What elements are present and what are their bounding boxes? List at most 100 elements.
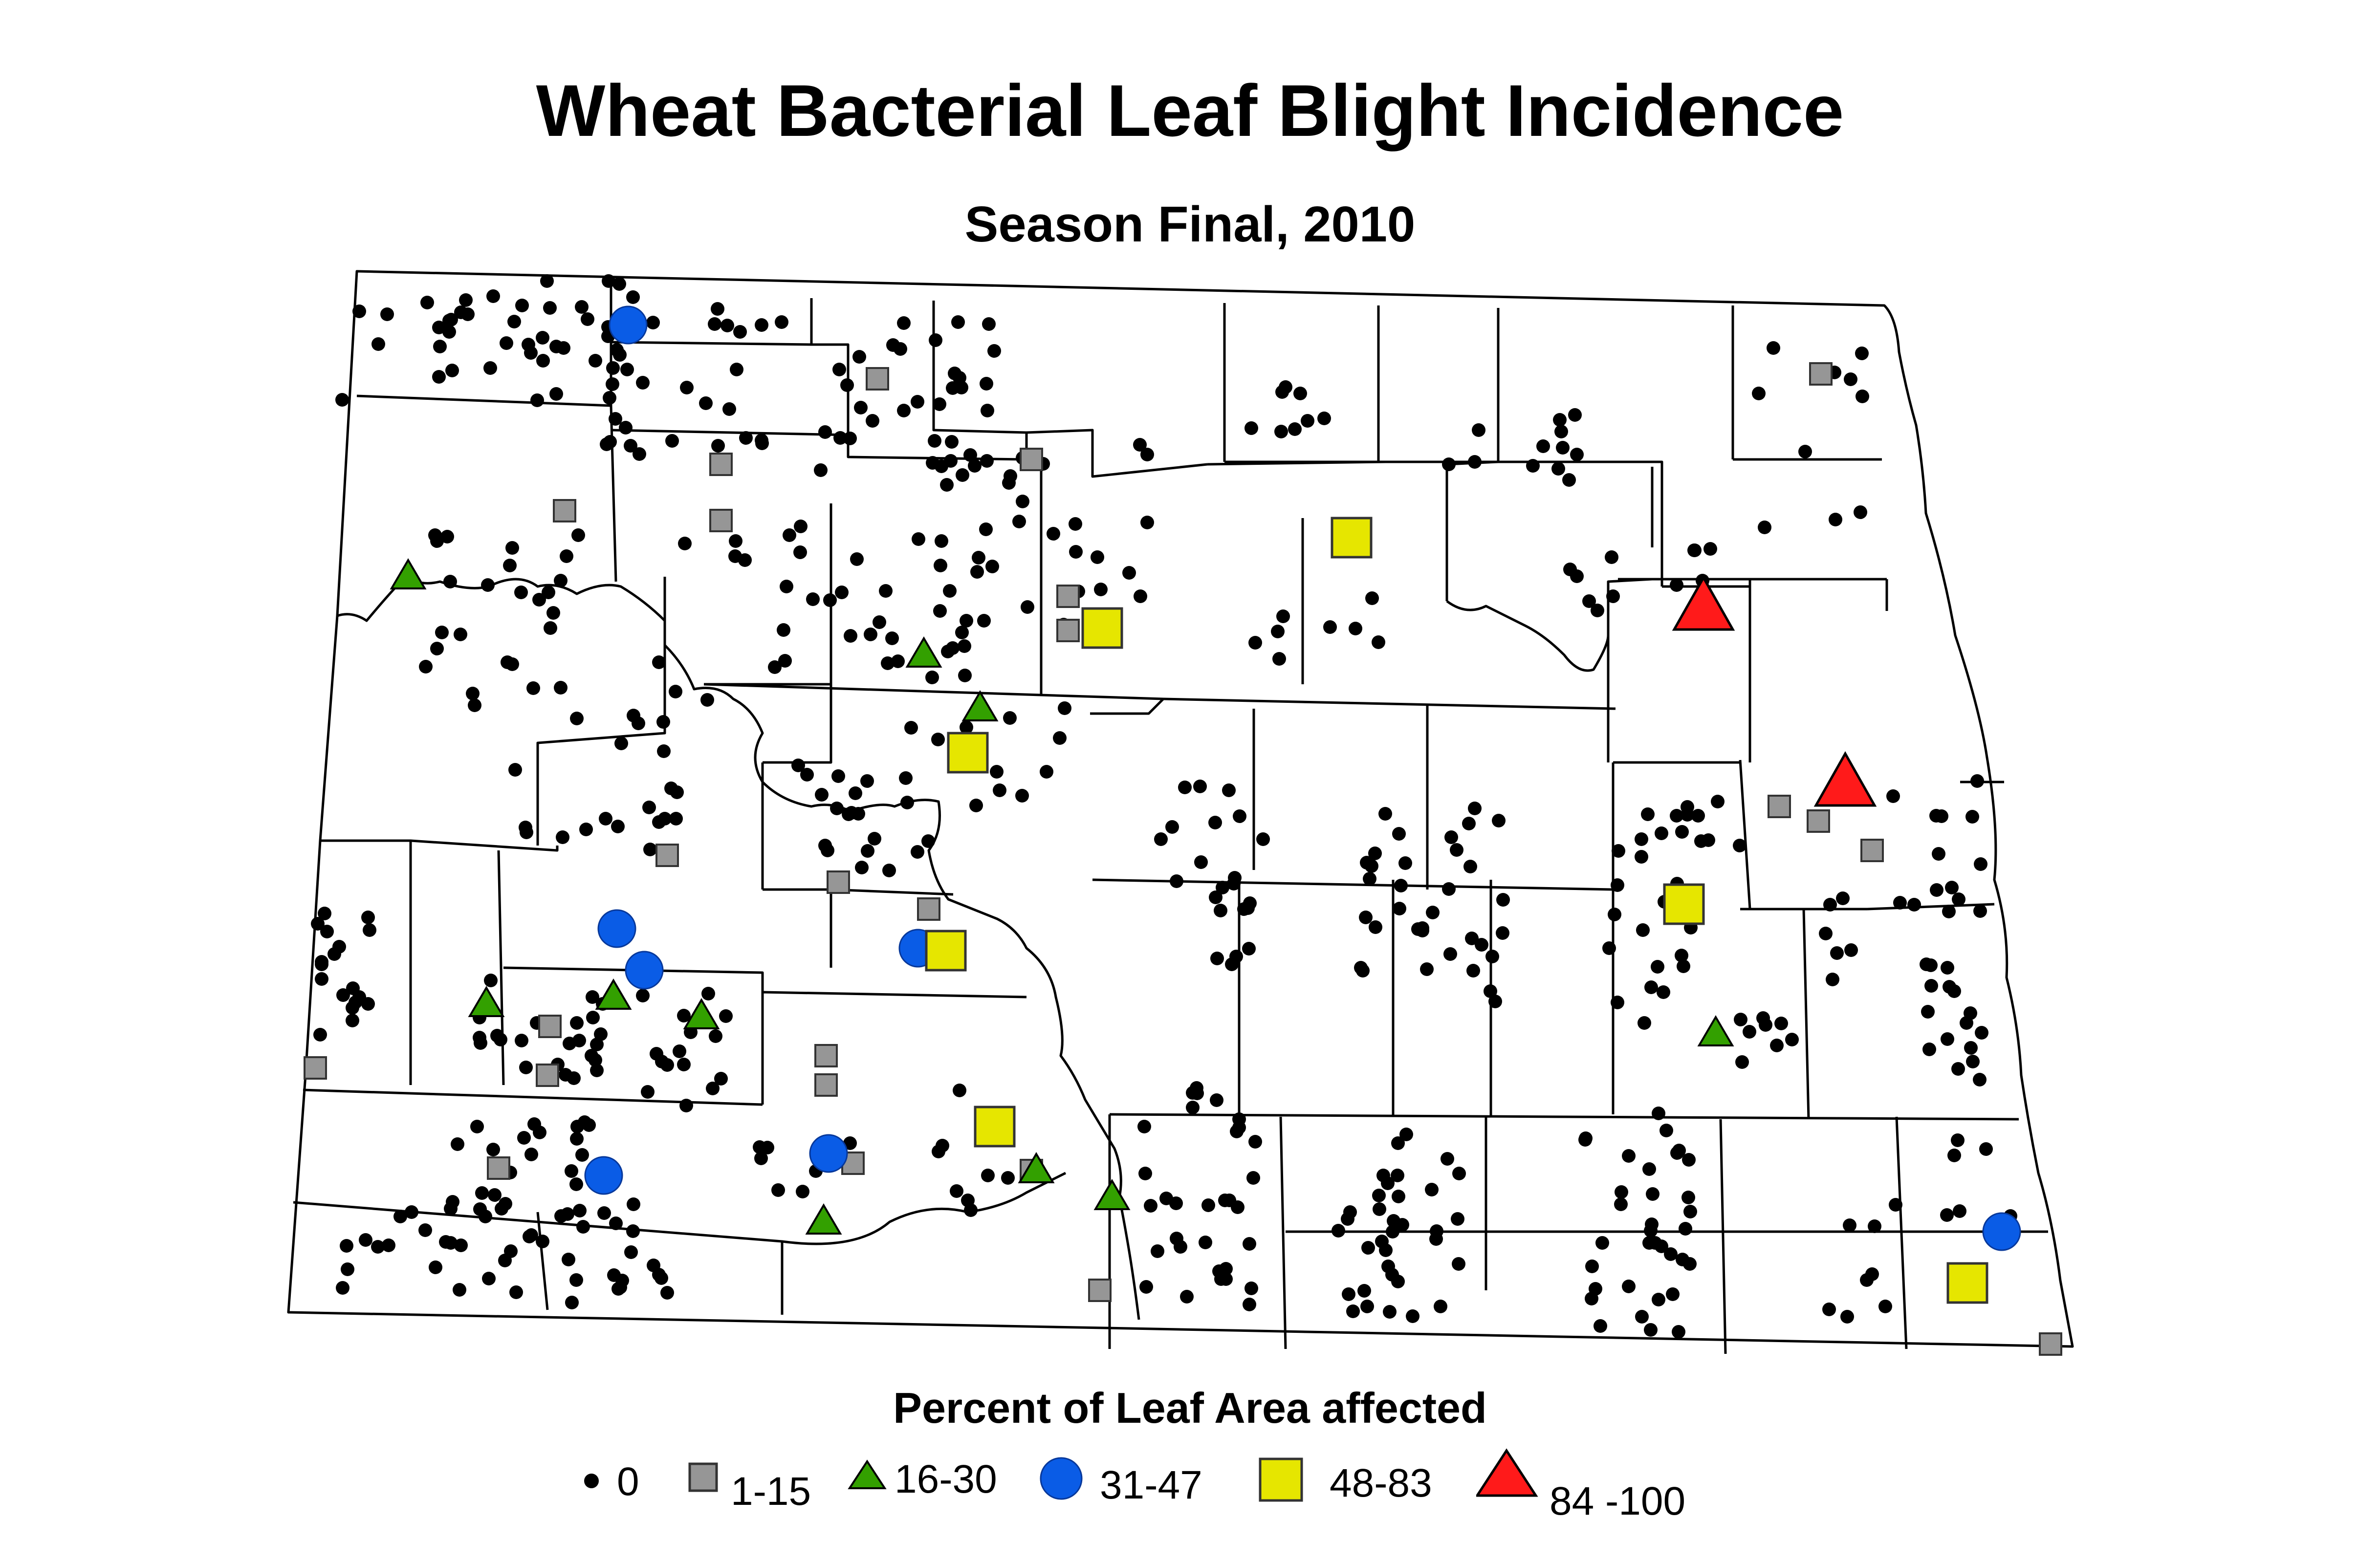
zero-dot [1657, 985, 1670, 999]
zero-dot [1379, 1243, 1393, 1257]
zero-dot [1553, 413, 1567, 427]
zero-dot [1952, 892, 1965, 906]
zero-dot [636, 989, 650, 1002]
zero-dot [904, 721, 918, 735]
legend-item-5: 84 -100 [1476, 1447, 1730, 1523]
legend-item-0: 0 [577, 1447, 675, 1520]
zero-dot [1966, 1055, 1980, 1068]
zero-dot [1245, 1282, 1258, 1295]
zero-dot [1363, 872, 1376, 886]
zero-dot [624, 1245, 638, 1259]
zero-dot [1785, 1033, 1799, 1046]
zero-dot [700, 693, 714, 707]
zero-dot [669, 685, 682, 698]
zero-dot [311, 917, 325, 931]
zero-dot [860, 774, 874, 788]
zero-dot [900, 796, 914, 809]
zero-dot [1373, 1202, 1386, 1216]
zero-dot [318, 907, 331, 920]
zero-dot [1602, 941, 1616, 955]
zero-dot [475, 1186, 489, 1200]
zero-dot [1248, 636, 1262, 650]
zero-dot [435, 626, 449, 639]
zero-dot [730, 363, 743, 376]
zero-dot [624, 439, 637, 453]
legend-label: 0 [617, 1459, 639, 1504]
zero-dot [509, 1285, 523, 1299]
blue-circle [1982, 1212, 2021, 1251]
zero-dot [620, 363, 634, 376]
zero-dot [1138, 1167, 1152, 1180]
green-triangle [468, 986, 505, 1017]
zero-dot [1798, 445, 1812, 458]
zero-dot [1683, 1205, 1697, 1218]
zero-dot [642, 801, 656, 814]
zero-dot [963, 448, 977, 462]
zero-dot [557, 341, 570, 355]
zero-dot [1826, 973, 1839, 986]
zero-dot [955, 626, 969, 639]
zero-dot [380, 307, 394, 321]
zero-dot [1398, 856, 1412, 870]
zero-dot [873, 615, 886, 629]
zero-dot [1670, 809, 1683, 823]
zero-dot [1346, 1304, 1360, 1318]
zero-dot [968, 459, 982, 473]
zero-dot [352, 304, 366, 318]
zero-dot [1332, 1224, 1345, 1238]
zero-dot [970, 565, 984, 579]
zero-dot [1676, 1253, 1689, 1266]
zero-dot [1214, 904, 1227, 917]
zero-dot [1635, 1310, 1649, 1324]
zero-dot [607, 1268, 621, 1282]
zero-dot [569, 1273, 583, 1287]
zero-dot [652, 1268, 666, 1282]
zero-dot [953, 1084, 966, 1097]
zero-dot [1974, 857, 1987, 871]
zero-dot [729, 534, 742, 548]
zero-dot [575, 300, 589, 314]
zero-dot [542, 586, 555, 599]
zero-dot [1210, 952, 1224, 965]
zero-dot [603, 391, 616, 405]
zero-dot [1702, 833, 1715, 847]
zero-dot [1399, 1128, 1413, 1141]
zero-dot [313, 1028, 327, 1042]
zero-dot [613, 348, 627, 362]
zero-dot [581, 312, 594, 326]
zero-dot [488, 1188, 502, 1202]
zero-dot [1735, 1055, 1749, 1069]
legend-item-2: 16-30 [846, 1447, 1031, 1520]
zero-dot [1001, 1171, 1015, 1185]
zero-dot [1677, 959, 1690, 973]
zero-dot [444, 1236, 458, 1250]
grey-square [1056, 585, 1080, 608]
zero-dot [573, 1204, 587, 1217]
zero-dot [701, 987, 715, 1000]
zero-dot [885, 631, 899, 645]
zero-dot [1209, 891, 1223, 904]
zero-dot [950, 1184, 963, 1198]
zero-dot [1570, 448, 1584, 461]
zero-dot [1703, 542, 1717, 556]
zero-dot [652, 655, 666, 669]
zero-dot [1942, 905, 1956, 918]
zero-dot [1360, 1300, 1374, 1313]
zero-dot [1536, 439, 1550, 453]
yellow-square [1081, 607, 1123, 649]
map-subtitle: Season Final, 2010 [964, 196, 1416, 252]
zero-dot [1758, 521, 1771, 534]
zero-dot [636, 376, 650, 390]
zero-dot [1012, 515, 1026, 528]
zero-dot [515, 1034, 528, 1047]
zero-dot [1595, 1236, 1609, 1250]
zero-dot [940, 478, 954, 492]
zero-dot [589, 1053, 602, 1067]
zero-dot [985, 560, 999, 573]
zero-dot [594, 1027, 608, 1041]
zero-dot [1666, 1287, 1680, 1301]
zero-dot [1594, 1319, 1607, 1333]
zero-dot [951, 315, 965, 329]
grey-square [917, 897, 940, 921]
